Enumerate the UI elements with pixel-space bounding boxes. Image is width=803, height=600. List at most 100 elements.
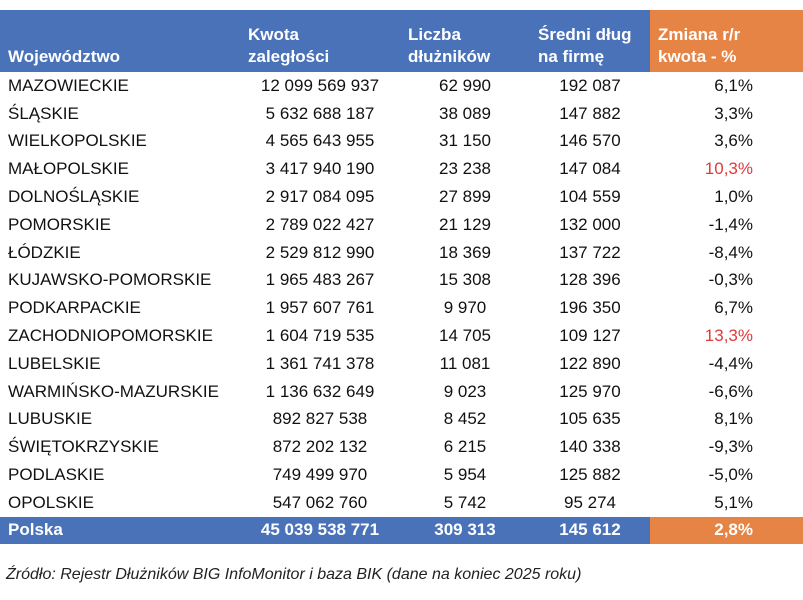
region-cell: ŚWIĘTOKRZYSKIE <box>8 437 159 457</box>
value-cell: 1 604 719 535 <box>265 326 375 346</box>
region-cell: LUBUSKIE <box>8 409 93 429</box>
value-cell: 11 081 <box>439 353 491 373</box>
value-cell: 1,0% <box>714 187 753 207</box>
value-cell: 6 215 <box>443 437 487 457</box>
value-cell: 1 965 483 267 <box>265 270 375 290</box>
region-cell: MAZOWIECKIE <box>8 75 129 95</box>
table-row: MAZOWIECKIE 12 099 569 937 62 990 192 087 6,… <box>0 72 803 100</box>
value-cell: 12 099 569 937 <box>260 75 380 95</box>
table-header: Województwo Kwota zaległości Liczba dłużni… <box>0 10 803 72</box>
value-cell: 3 417 940 190 <box>265 159 375 179</box>
region-cell: WIELKOPOLSKIE <box>8 131 147 151</box>
value-cell: -5,0% <box>708 465 753 485</box>
table-row: LUBELSKIE 1 361 741 378 11 081 122 890 -4,4% <box>0 350 803 378</box>
value-cell: -8,4% <box>708 242 753 262</box>
total-cell: Polska <box>0 516 240 544</box>
table-row: ŁÓDZKIE 2 529 812 990 18 369 137 722 -8,4% <box>0 239 803 267</box>
value-cell: 14 705 <box>439 326 491 346</box>
value-cell: 62 990 <box>439 75 491 95</box>
value-cell: 122 890 <box>559 353 621 373</box>
value-cell: 21 129 <box>439 214 491 234</box>
region-cell: MAŁOPOLSKIE <box>8 159 129 179</box>
header-row: Województwo Kwota zaległości Liczba dłużni… <box>0 10 803 72</box>
value-cell: 192 087 <box>559 75 621 95</box>
value-cell: 140 338 <box>559 437 621 457</box>
value-cell: 5,1% <box>714 492 753 512</box>
value-cell: 5 742 <box>443 492 487 512</box>
header-cell: Średni dług na firmę <box>530 10 650 72</box>
value-cell: 15 308 <box>439 270 491 290</box>
value-cell: 2 529 812 990 <box>265 242 375 262</box>
value-cell: 3,3% <box>714 103 753 123</box>
total-cell: 2,8% <box>650 516 803 544</box>
value-cell: 10,3% <box>704 159 753 179</box>
value-cell: 104 559 <box>559 187 621 207</box>
value-cell: 125 882 <box>559 465 621 485</box>
table-row: ŚLĄSKIE 5 632 688 187 38 089 147 882 3,3% <box>0 100 803 128</box>
value-cell: 105 635 <box>559 409 621 429</box>
region-cell: DOLNOŚLĄSKIE <box>8 187 140 207</box>
header-cell: Województwo <box>0 10 240 72</box>
value-cell: 109 127 <box>559 326 621 346</box>
region-cell: OPOLSKIE <box>8 492 94 512</box>
region-cell: POMORSKIE <box>8 214 111 234</box>
value-cell: 13,3% <box>704 326 753 346</box>
value-cell: 137 722 <box>559 242 621 262</box>
value-cell: 5 632 688 187 <box>265 103 375 123</box>
region-cell: ŚLĄSKIE <box>8 103 79 123</box>
value-cell: 2 917 084 095 <box>265 187 375 207</box>
region-cell: WARMIŃSKO-MAZURSKIE <box>8 381 219 401</box>
value-cell: -4,4% <box>708 353 753 373</box>
value-cell: 892 827 538 <box>272 409 368 429</box>
total-cell: 45 039 538 771 <box>240 516 400 544</box>
value-cell: 147 084 <box>559 159 621 179</box>
value-cell: -1,4% <box>708 214 753 234</box>
value-cell: 3,6% <box>714 131 753 151</box>
debt-table: Województwo Kwota zaległości Liczba dłużni… <box>0 10 803 544</box>
value-cell: -0,3% <box>708 270 753 290</box>
value-cell: 23 238 <box>439 159 491 179</box>
value-cell: 1 361 741 378 <box>265 353 375 373</box>
table-total: Polska 45 039 538 771 309 313 145 612 2,8% <box>0 516 803 544</box>
table-row: MAŁOPOLSKIE 3 417 940 190 23 238 147 084 10,… <box>0 155 803 183</box>
table-row: WIELKOPOLSKIE 4 565 643 955 31 150 146 570 3… <box>0 128 803 156</box>
table-body: MAZOWIECKIE 12 099 569 937 62 990 192 087 6,… <box>0 72 803 517</box>
value-cell: 38 089 <box>439 103 491 123</box>
table-row: ZACHODNIOPOMORSKIE 1 604 719 535 14 705 109… <box>0 322 803 350</box>
table-row: WARMIŃSKO-MAZURSKIE 1 136 632 649 9 023 125… <box>0 378 803 406</box>
value-cell: 132 000 <box>559 214 621 234</box>
value-cell: 1 136 632 649 <box>265 381 375 401</box>
table-row: PODLASKIE 749 499 970 5 954 125 882 -5,0% <box>0 461 803 489</box>
value-cell: 4 565 643 955 <box>265 131 375 151</box>
table-row: POMORSKIE 2 789 022 427 21 129 132 000 -1,4% <box>0 211 803 239</box>
value-cell: 95 274 <box>564 492 616 512</box>
table-row: KUJAWSKO-POMORSKIE 1 965 483 267 15 308 128… <box>0 267 803 295</box>
value-cell: -9,3% <box>708 437 753 457</box>
region-cell: PODLASKIE <box>8 465 105 485</box>
region-cell: PODKARPACKIE <box>8 298 141 318</box>
header-cell: Kwota zaległości <box>240 10 400 72</box>
value-cell: 6,1% <box>714 75 753 95</box>
value-cell: 2 789 022 427 <box>265 214 375 234</box>
value-cell: 749 499 970 <box>272 465 368 485</box>
value-cell: 547 062 760 <box>272 492 368 512</box>
value-cell: 1 957 607 761 <box>265 298 375 318</box>
region-cell: ŁÓDZKIE <box>8 242 81 262</box>
value-cell: 31 150 <box>439 131 491 151</box>
value-cell: 872 202 132 <box>272 437 368 457</box>
total-cell: 145 612 <box>530 516 650 544</box>
table-row: LUBUSKIE 892 827 538 8 452 105 635 8,1% <box>0 406 803 434</box>
value-cell: 8,1% <box>714 409 753 429</box>
value-cell: 8 452 <box>443 409 487 429</box>
value-cell: 18 369 <box>439 242 491 262</box>
value-cell: 9 023 <box>443 381 487 401</box>
value-cell: 128 396 <box>559 270 621 290</box>
table-row: OPOLSKIE 547 062 760 5 742 95 274 5,1% <box>0 489 803 517</box>
region-cell: ZACHODNIOPOMORSKIE <box>8 326 213 346</box>
region-cell: LUBELSKIE <box>8 353 101 373</box>
value-cell: 6,7% <box>714 298 753 318</box>
table-row: PODKARPACKIE 1 957 607 761 9 970 196 350 6,7… <box>0 294 803 322</box>
value-cell: 9 970 <box>443 298 487 318</box>
table-row: ŚWIĘTOKRZYSKIE 872 202 132 6 215 140 338 -9,… <box>0 433 803 461</box>
